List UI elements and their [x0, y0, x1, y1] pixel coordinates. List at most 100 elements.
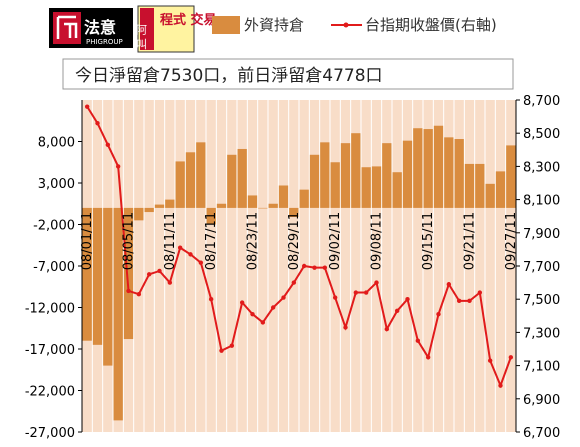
x-tick-label: 09/02/11 [328, 212, 343, 270]
bar-09/23/11 [485, 183, 495, 208]
bar-09/21/11 [464, 163, 475, 208]
bar-09/02/11 [330, 162, 340, 208]
bar-08/02/11 [92, 207, 103, 345]
grid-lines [81, 100, 517, 432]
price-point-08/15/11 [188, 252, 193, 257]
price-point-08/19/11 [229, 343, 235, 348]
bar-08/23/11 [247, 195, 258, 208]
right-tick-label: 6,900 [523, 393, 560, 408]
line-series [84, 104, 514, 389]
bar-09/06/11 [351, 133, 361, 208]
bar-08/05/11 [123, 207, 134, 340]
bar-08/09/11 [144, 207, 154, 213]
bar-09/22/11 [475, 163, 485, 208]
x-axis: 08/01/11 08/05/11 08/11/11 08/17/11 08/23/11… [80, 212, 519, 270]
logo2-left-text: 阿 叫 [135, 24, 148, 50]
left-tick-label: -17,000 [25, 343, 75, 358]
bar-09/14/11 [413, 128, 423, 208]
price-point-08/30/11 [301, 263, 307, 269]
x-tick-label: 08/11/11 [163, 212, 178, 270]
right-axis: 6,700 6,900 7,100 7,300 7,500 7,700 7,900 8,100… [515, 94, 560, 441]
left-tick-label: 3,000 [38, 177, 75, 192]
x-tick-label: 08/23/11 [246, 212, 261, 270]
bar-09/15/11 [423, 129, 433, 208]
price-point-08/01/11 [84, 104, 90, 109]
bar-08/26/11 [278, 185, 289, 208]
bar-09/27/11 [506, 145, 516, 208]
bar-09/01/11 [320, 142, 330, 208]
price-point-09/08/11 [374, 280, 379, 285]
price-point-09/23/11 [487, 358, 493, 363]
price-point-09/19/11 [446, 282, 452, 287]
right-tick-label: 7,100 [523, 360, 560, 375]
bar-08/29/11 [289, 207, 299, 218]
bar-08/17/11 [206, 207, 216, 225]
bar-09/08/11 [371, 166, 382, 208]
price-point-08/17/11 [208, 297, 214, 302]
x-tick-label: 09/21/11 [463, 212, 478, 270]
right-tick-label: 8,100 [523, 194, 560, 209]
bar-08/16/11 [196, 142, 206, 208]
bar-08/18/11 [216, 203, 227, 208]
note-box [62, 58, 514, 90]
bar-08/19/11 [227, 154, 237, 208]
right-tick-label: 7,500 [523, 293, 560, 308]
left-tick-label: 8,000 [38, 136, 75, 151]
bar-08/24/11 [258, 207, 268, 209]
price-point-08/25/11 [270, 305, 276, 310]
price-point-08/02/11 [95, 121, 100, 126]
price-point-08/08/11 [136, 292, 142, 297]
price-point-08/10/11 [157, 268, 162, 274]
price-point-09/02/11 [332, 295, 338, 300]
bar-08/01/11 [82, 207, 92, 341]
x-tick-label: 09/08/11 [370, 212, 385, 270]
price-point-08/22/11 [239, 300, 245, 305]
legend-bar-swatch [212, 16, 240, 34]
right-tick-label: 8,500 [523, 127, 560, 142]
price-point-08/04/11 [115, 164, 121, 169]
price-point-09/01/11 [322, 265, 328, 270]
price-point-09/12/11 [394, 308, 400, 314]
price-point-09/21/11 [467, 298, 472, 304]
price-point-08/16/11 [198, 260, 204, 265]
price-point-08/18/11 [219, 348, 224, 353]
price-point-08/23/11 [250, 311, 255, 317]
left-tick-label: -7,000 [33, 260, 75, 275]
x-tick-label: 08/05/11 [122, 212, 137, 270]
bar-08/03/11 [103, 207, 113, 366]
price-point-09/16/11 [436, 311, 441, 317]
price-point-08/24/11 [260, 320, 266, 325]
bar-09/20/11 [454, 139, 464, 208]
price-point-09/15/11 [425, 355, 431, 360]
price-point-09/27/11 [508, 355, 514, 360]
bar-09/07/11 [361, 167, 371, 208]
bar-09/19/11 [444, 137, 454, 208]
bar-08/31/11 [309, 154, 320, 208]
right-tick-label: 7,300 [523, 326, 560, 341]
bar-08/22/11 [237, 148, 247, 208]
logo2-strip [140, 8, 154, 50]
price-point-08/26/11 [281, 295, 286, 300]
bar-09/09/11 [382, 143, 392, 208]
position-note: 今日淨留倉7530口，前日淨留倉4778口 [62, 58, 514, 90]
x-tick-label: 09/15/11 [421, 212, 436, 270]
price-point-08/11/11 [167, 280, 173, 285]
bar-08/11/11 [165, 199, 175, 208]
x-tick-label: 08/01/11 [80, 212, 95, 270]
left-tick-label: -12,000 [25, 302, 75, 317]
left-tick-label: -27,000 [25, 426, 75, 441]
right-tick-label: 6,700 [523, 426, 560, 441]
bar-09/26/11 [495, 171, 506, 208]
price-point-09/09/11 [384, 326, 390, 332]
price-point-09/13/11 [405, 297, 410, 302]
price-point-09/22/11 [477, 290, 483, 295]
left-tick-label: -22,000 [25, 385, 75, 400]
bar-08/30/11 [299, 189, 309, 208]
price-point-09/14/11 [415, 338, 421, 343]
bar-08/10/11 [154, 204, 165, 208]
bar-09/05/11 [340, 143, 351, 208]
bar-08/12/11 [175, 161, 185, 208]
price-point-09/26/11 [498, 383, 503, 388]
bar-09/16/11 [433, 125, 444, 208]
right-tick-label: 8,700 [523, 94, 560, 109]
